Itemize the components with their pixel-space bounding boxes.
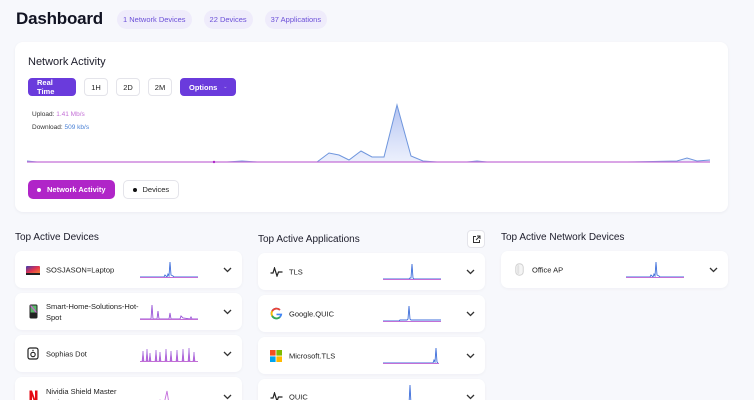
device-name: SOSJASON=Laptop <box>46 265 115 274</box>
activity-icon <box>269 265 283 279</box>
application-sparkline <box>383 305 441 322</box>
devices-filter[interactable]: Devices <box>122 180 180 199</box>
chevron-down-icon[interactable] <box>223 267 232 273</box>
device-name: Sophias Dot <box>46 349 87 358</box>
network-device-name: Office AP <box>532 265 564 274</box>
page-header: Dashboard 1 Network Devices 22 Devices 3… <box>16 9 328 29</box>
microsoft-icon <box>269 349 283 363</box>
chevron-down-icon[interactable] <box>709 267 718 273</box>
dot-icon <box>132 187 137 192</box>
application-sparkline <box>408 385 412 400</box>
open-applications-button[interactable] <box>467 230 485 248</box>
chevron-down-icon <box>224 86 227 88</box>
phone-icon <box>26 304 40 319</box>
upload-stat: Upload: 1.41 Mb/s <box>32 108 89 121</box>
options-dropdown[interactable]: Options <box>180 78 236 96</box>
download-label: Download: <box>32 124 63 131</box>
chevron-down-icon[interactable] <box>466 269 475 275</box>
top-applications-title: Top Active Applications <box>258 234 360 245</box>
application-sparkline <box>383 263 441 280</box>
external-link-icon <box>472 235 480 243</box>
application-list-item[interactable]: Microsoft.TLS <box>258 337 485 374</box>
dot-icon <box>37 187 41 192</box>
network-activity-card: Network Activity Real Time 1H 2D 2M Opti… <box>15 42 728 212</box>
netflix-icon <box>26 390 40 400</box>
2d-button[interactable]: 2D <box>116 78 140 96</box>
top-devices-title: Top Active Devices <box>15 232 99 243</box>
device-sparkline <box>140 304 198 320</box>
device-list-item[interactable]: SOSJASON=Laptop <box>15 251 242 288</box>
download-stat: Download: 509 kb/s <box>32 121 89 134</box>
upload-value: 1.41 Mb/s <box>56 111 85 118</box>
application-list-item[interactable]: Google.QUIC <box>258 295 485 332</box>
device-sparkline <box>140 347 198 362</box>
filter-label: Network Activity <box>47 185 106 194</box>
network-activity-title: Network Activity <box>28 56 106 68</box>
google-icon <box>269 307 283 321</box>
chevron-down-icon[interactable] <box>466 353 475 359</box>
application-list-item[interactable]: QUIC <box>258 379 485 400</box>
application-name: TLS <box>289 267 303 276</box>
network-device-list-item[interactable]: Office AP <box>501 251 728 288</box>
device-list-item[interactable]: Sophias Dot <box>15 335 242 372</box>
filter-label: Devices <box>142 185 170 194</box>
page-title: Dashboard <box>16 9 103 28</box>
speaker-icon <box>26 347 40 361</box>
chevron-down-icon[interactable] <box>223 309 232 315</box>
applications-count-badge[interactable]: 37 Applications <box>264 9 328 29</box>
options-label: Options <box>189 82 218 92</box>
application-name: Google.QUIC <box>289 309 335 318</box>
2m-button[interactable]: 2M <box>148 78 172 96</box>
chevron-down-icon[interactable] <box>466 394 475 400</box>
throughput-legend: Upload: 1.41 Mb/s Download: 509 kb/s <box>32 108 89 134</box>
device-sparkline <box>140 261 198 278</box>
device-sparkline <box>159 390 169 400</box>
chevron-down-icon[interactable] <box>223 394 232 400</box>
real-time-button[interactable]: Real Time <box>28 78 76 96</box>
application-sparkline <box>383 347 439 364</box>
network-device-sparkline <box>626 261 684 278</box>
download-value: 509 kb/s <box>64 124 90 131</box>
device-list-item[interactable]: Nividia Shield Master Bedroom <box>15 377 242 400</box>
chart-filter-chips: Network Activity Devices <box>28 180 180 199</box>
application-name: QUIC <box>289 392 308 400</box>
1h-button[interactable]: 1H <box>84 78 108 96</box>
application-list-item[interactable]: TLS <box>258 253 485 290</box>
activity-icon <box>269 390 283 400</box>
chevron-down-icon[interactable] <box>466 311 475 317</box>
device-list-item[interactable]: Smart-Home-Solutions-Hot-Spot <box>15 293 242 330</box>
network-activity-chart <box>27 103 711 164</box>
application-name: Microsoft.TLS <box>289 351 336 360</box>
chevron-down-icon[interactable] <box>223 351 232 357</box>
device-name: Smart-Home-Solutions-Hot-Spot <box>46 301 139 322</box>
laptop-icon <box>26 263 40 277</box>
upload-label: Upload: <box>32 111 55 118</box>
network-devices-count-badge[interactable]: 1 Network Devices <box>117 9 192 29</box>
access-point-icon <box>512 263 526 277</box>
time-range-selector: Real Time 1H 2D 2M Options <box>28 78 236 96</box>
network-activity-filter[interactable]: Network Activity <box>28 180 115 199</box>
device-name: Nividia Shield Master Bedroom <box>46 387 117 400</box>
devices-count-badge[interactable]: 22 Devices <box>203 9 253 29</box>
top-network-devices-title: Top Active Network Devices <box>501 232 625 243</box>
